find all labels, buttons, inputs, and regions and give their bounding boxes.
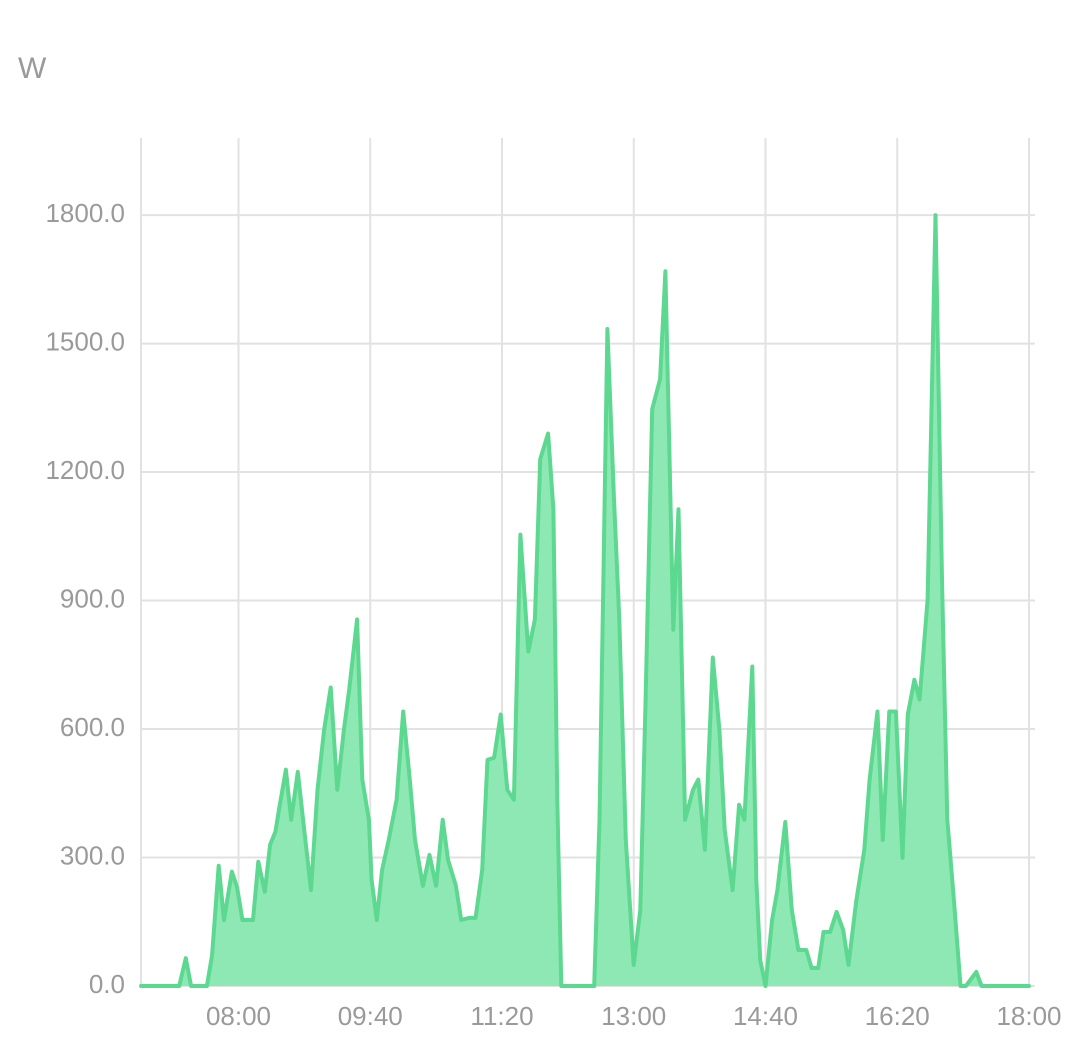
x-tick-label: 13:00 (601, 1001, 666, 1031)
x-tick-label: 18:00 (996, 1001, 1061, 1031)
y-tick-label: 0.0 (89, 969, 125, 999)
y-axis-label: W (18, 52, 47, 85)
y-tick-label: 300.0 (60, 840, 125, 870)
line (139, 213, 1031, 988)
x-tick-label: 08:00 (206, 1001, 271, 1031)
x-tick-label: 16:20 (865, 1001, 930, 1031)
y-tick-label: 1500.0 (45, 326, 125, 356)
x-tick-label: 09:40 (338, 1001, 403, 1031)
x-tick-label: 11:20 (470, 1001, 533, 1031)
y-tick-label: 600.0 (60, 712, 125, 742)
x-tick-label: 14:40 (733, 1001, 798, 1031)
y-tick-label: 1800.0 (45, 198, 125, 228)
y-tick-label: 900.0 (60, 583, 125, 613)
y-tick-label: 1200.0 (45, 455, 125, 485)
